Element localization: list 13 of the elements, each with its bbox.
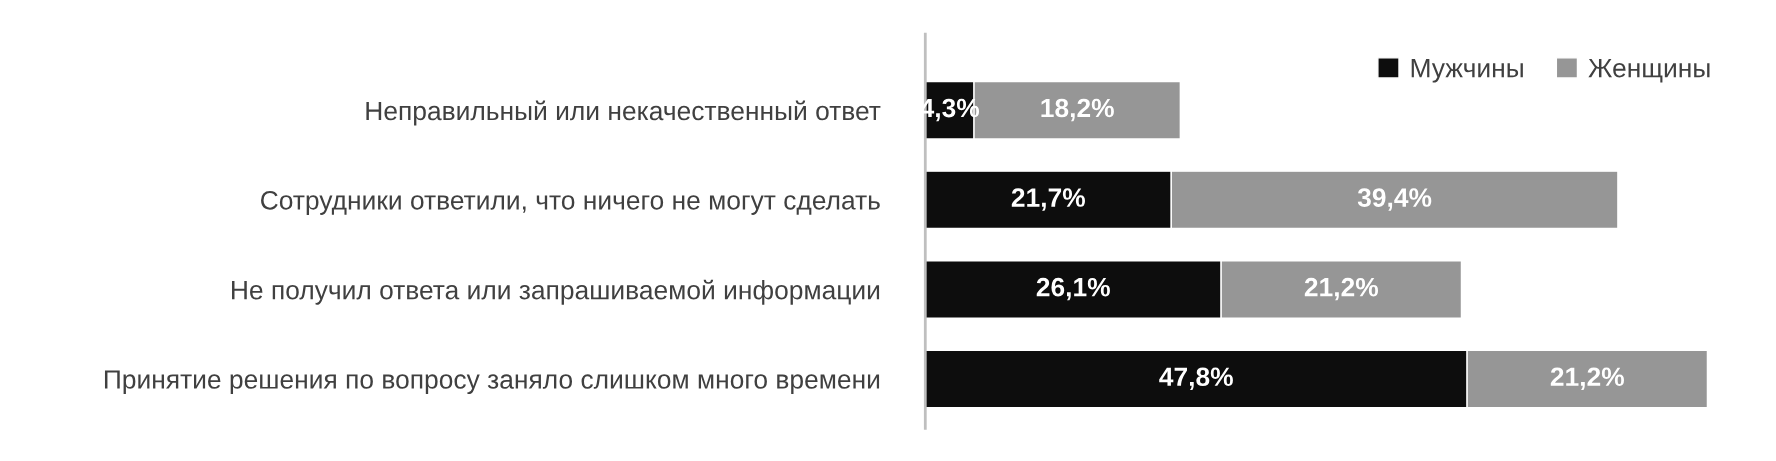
y-tick-label: Неправильный или некачественный ответ — [366, 100, 881, 126]
data-label: 18,2% — [1041, 98, 1114, 122]
y-tick-label: Принятие решения по вопросу заняло слишком много времени — [104, 370, 880, 395]
data-label: 21,2% — [1550, 367, 1624, 390]
data-label: 47,8% — [1159, 367, 1233, 390]
legend-label: Мужчины — [1411, 58, 1523, 83]
y-tick-label: Не получил ответа или запрашиваемой информации — [232, 279, 880, 305]
legend-label: Женщины — [1588, 58, 1710, 83]
data-label: 26,1% — [1036, 277, 1110, 301]
data-label: 21,2% — [1304, 277, 1379, 301]
y-tick-label: Сотрудники ответили, что ничего не могут сделать — [261, 190, 880, 215]
data-label: 21,7% — [1011, 188, 1085, 211]
data-label: 39,4% — [1357, 188, 1432, 211]
